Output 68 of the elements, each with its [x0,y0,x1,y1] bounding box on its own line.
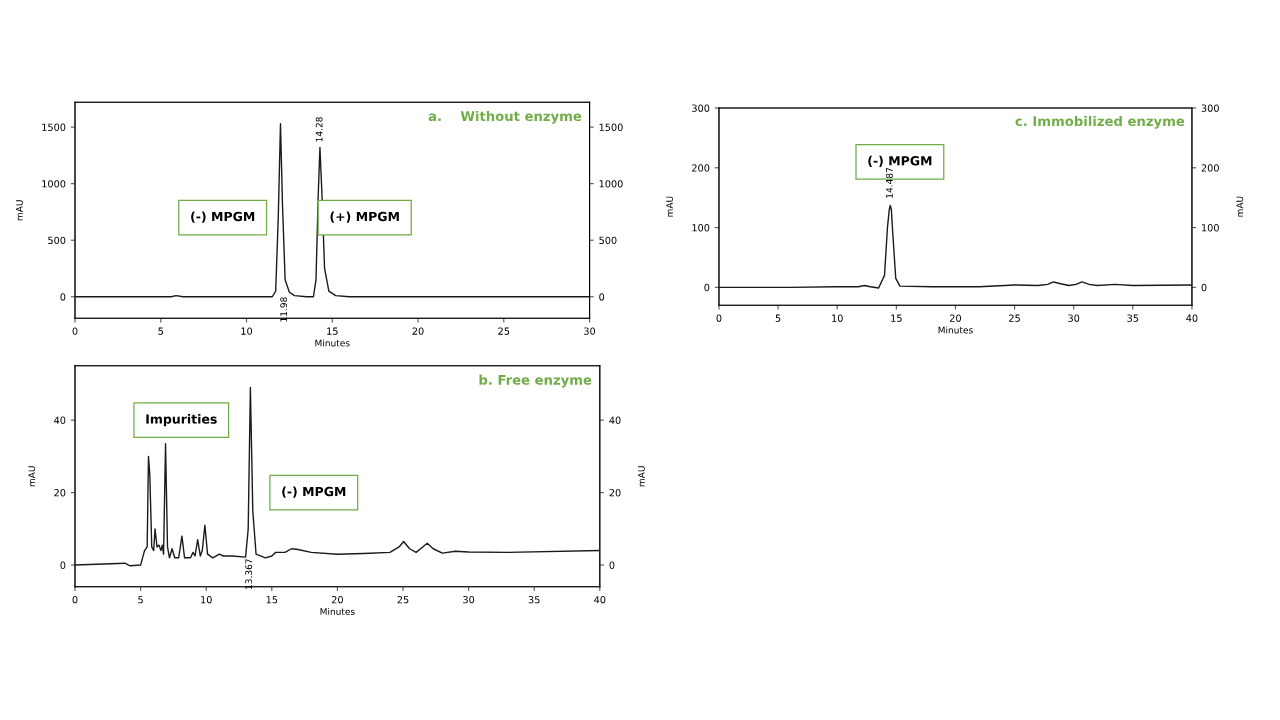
text: a. Without enzyme [428,110,582,124]
x-tick-label: 5 [158,327,164,335]
y2-tick-label: 100 [1202,224,1219,232]
x-tick-label: 15 [327,327,338,335]
y2-tick-label: 0 [609,561,615,569]
y2-tick-label: 40 [609,416,621,424]
x-axis-title: Minutes [938,326,973,334]
y-tick-label: 1000 [42,180,66,188]
line-series [718,204,1192,289]
annotation: (-) MPGM [282,486,346,498]
text: b. Free enzyme [479,374,592,388]
y-tick-label: 0 [60,561,66,569]
y2-tick-label: 0 [1201,283,1207,292]
annotation: 13.367 [245,559,253,589]
x-axis-title: Minutes [315,339,350,347]
x-tick-label: 30 [584,327,596,335]
y2-tick-label: 0 [599,293,605,301]
x-tick-label: 25 [1009,314,1020,322]
x-tick-label: 0 [72,596,78,604]
x-tick-label: 10 [241,327,253,335]
x-tick-label: 5 [775,314,781,322]
x-tick-label: 40 [1186,314,1198,322]
x-tick-label: 35 [528,596,540,604]
annotation: (+) MPGM [330,211,399,223]
y-tick-label: 100 [692,224,710,232]
y-axis-title: mAU [16,200,23,221]
x-tick-label: 15 [266,596,278,604]
y2-tick-label: 20 [609,489,621,497]
y2-axis-title: mAU [1236,196,1244,217]
x-tick-label: 20 [949,314,961,322]
y2-tick-label: 300 [1201,104,1219,112]
y2-tick-label: 1000 [599,180,623,188]
y-tick-label: 40 [54,416,66,424]
x-tick-label: 35 [1127,314,1139,322]
y-tick-label: 1500 [42,123,66,131]
x-tick-label: 15 [891,314,902,322]
y-tick-label: 200 [692,164,710,172]
annotation: Impurities [146,414,217,427]
y-axis-title: mAU [28,466,36,487]
y2-axis-title: mAU [638,466,645,487]
x-tick-label: 5 [138,596,143,604]
y-tick-label: 20 [54,489,66,497]
y-tick-label: 0 [60,293,66,301]
annotation: (-) MPGM [191,211,255,223]
x-tick-label: 10 [832,314,843,322]
x-tick-label: 25 [498,327,510,335]
y2-tick-label: 1500 [599,123,623,131]
annotation: (-) MPGM [868,155,932,167]
x-tick-label: 40 [594,596,606,604]
y-tick-label: 300 [692,104,710,112]
x-tick-label: 0 [716,314,722,322]
x-tick-label: 30 [1068,314,1080,322]
x-tick-label: 10 [201,596,212,604]
x-tick-label: 20 [412,327,424,335]
annotation: 11.98 [280,297,288,322]
y-tick-label: 0 [704,283,710,292]
x-tick-label: 30 [463,596,475,604]
x-axis-title: Minutes [320,608,355,615]
x-tick-label: 20 [331,596,343,604]
y2-tick-label: 500 [599,236,617,245]
text: c. Immobilized enzyme [1015,115,1185,129]
annotation: 14.28 [315,117,323,142]
y-tick-label: 500 [48,236,66,245]
x-tick-label: 0 [72,327,78,335]
annotation: 14.487 [885,167,893,198]
y-axis-title: mAU [666,196,673,217]
y2-tick-label: 200 [1201,164,1219,172]
x-tick-label: 25 [397,596,409,604]
